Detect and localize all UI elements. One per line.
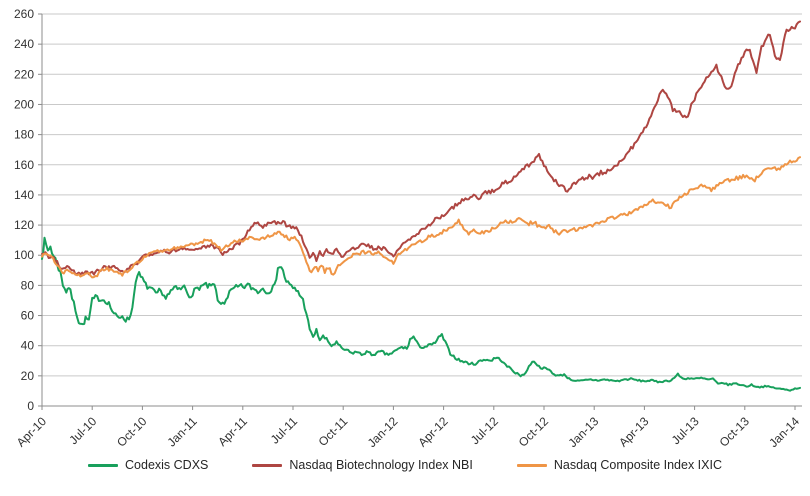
y-axis-tick-label: 60 — [21, 309, 35, 323]
legend-item-nbi: Nasdaq Biotechnology Index NBI — [252, 458, 473, 472]
x-axis-tick-label: Jul-10 — [66, 414, 99, 447]
y-axis-tick-label: 120 — [14, 218, 34, 232]
series-line-cdxs — [41, 236, 801, 392]
legend-item-cdxs: Codexis CDXS — [88, 458, 208, 472]
x-axis-tick-label: Oct-10 — [114, 414, 150, 450]
x-axis-tick-label: Oct-11 — [316, 414, 351, 449]
y-axis-tick-label: 80 — [21, 278, 35, 292]
x-axis-tick-label: Jul-13 — [669, 414, 702, 447]
x-axis-tick-label: Oct-13 — [717, 414, 753, 450]
y-axis-tick-label: 160 — [14, 158, 34, 172]
legend-item-ixic: Nasdaq Composite Index IXIC — [516, 458, 722, 472]
y-axis-tick-label: 20 — [21, 369, 35, 383]
y-axis-tick-label: 220 — [14, 67, 34, 81]
y-axis-tick-label: 100 — [14, 248, 34, 262]
y-axis-tick-label: 180 — [14, 128, 34, 142]
y-axis-tick-label: 140 — [14, 188, 34, 202]
y-axis-tick-label: 200 — [14, 97, 34, 111]
y-axis-tick-label: 0 — [27, 399, 34, 413]
legend-label-cdxs: Codexis CDXS — [125, 458, 209, 472]
series-line-ixic — [41, 156, 801, 279]
x-axis-tick-label: Apr-12 — [415, 414, 451, 450]
legend-label-ixic: Nasdaq Composite Index IXIC — [553, 458, 722, 472]
y-axis-tick-label: 260 — [14, 7, 34, 21]
x-axis-tick-label: Jul-11 — [268, 414, 301, 447]
x-axis-tick-label: Apr-13 — [616, 414, 652, 450]
x-axis-tick-label: Jan-13 — [565, 414, 601, 450]
x-axis-tick-label: Jan-12 — [365, 414, 401, 450]
chart-legend: Codexis CDXS Nasdaq Biotechnology Index … — [0, 458, 810, 472]
x-axis-tick-label: Jan-11 — [164, 414, 199, 449]
x-axis-tick-label: Oct-12 — [516, 414, 552, 450]
x-axis-tick-label: Jan-14 — [766, 414, 802, 450]
y-axis-tick-label: 240 — [14, 37, 34, 51]
y-axis-tick-label: 40 — [21, 339, 35, 353]
x-axis-tick-label: Apr-11 — [215, 414, 250, 449]
nbi-line-swatch-icon — [252, 463, 283, 467]
legend-label-nbi: Nasdaq Biotechnology Index NBI — [289, 458, 473, 472]
x-axis-tick-label: Jul-12 — [468, 414, 501, 447]
x-axis-tick-label: Apr-10 — [14, 414, 50, 450]
ixic-line-swatch-icon — [516, 463, 547, 467]
series-line-nbi — [41, 20, 801, 276]
cdxs-line-swatch-icon — [88, 463, 119, 467]
